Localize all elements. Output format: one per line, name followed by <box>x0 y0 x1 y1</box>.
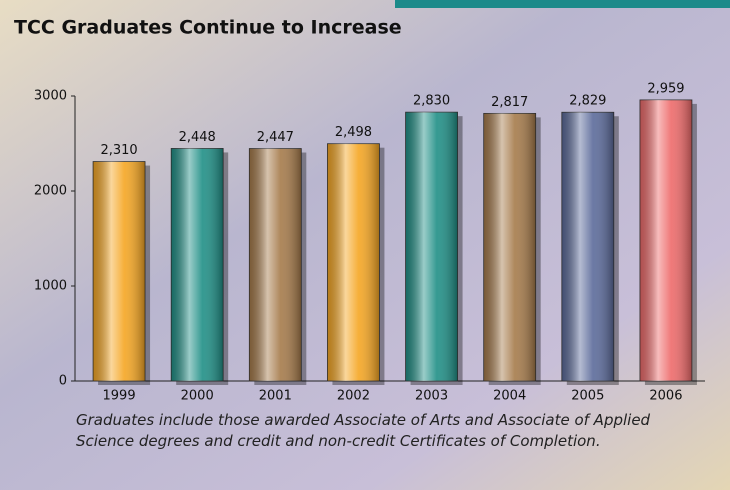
y-tick-label: 0 <box>59 374 67 389</box>
bar-shine <box>562 112 614 381</box>
x-tick-label: 2003 <box>415 389 448 404</box>
value-label: 2,447 <box>257 130 294 145</box>
bar-shine <box>327 144 379 381</box>
x-tick-label: 2002 <box>337 389 370 404</box>
x-tick-label: 2004 <box>493 389 526 404</box>
screen: TCC Graduates Continue to Increase Gradu… <box>0 0 730 490</box>
header-band <box>395 0 730 8</box>
bar-shine <box>249 149 301 381</box>
footnote: Graduates include those awarded Associat… <box>76 410 686 452</box>
value-label: 2,310 <box>100 143 137 158</box>
value-label: 2,817 <box>491 95 528 110</box>
bar-shine <box>484 113 536 381</box>
bar-shine <box>406 112 458 381</box>
value-label: 2,830 <box>413 94 450 109</box>
value-label: 2,829 <box>569 94 606 109</box>
value-label: 2,498 <box>335 125 372 140</box>
bar-shine <box>171 148 223 381</box>
x-tick-label: 2006 <box>649 389 682 404</box>
bar-shine <box>93 162 145 381</box>
value-label: 2,448 <box>179 130 216 145</box>
bar-shine <box>640 100 692 381</box>
x-tick-label: 1999 <box>103 389 136 404</box>
y-tick-label: 3000 <box>34 89 67 104</box>
x-tick-label: 2005 <box>571 389 604 404</box>
x-tick-label: 2000 <box>181 389 214 404</box>
chart-title: TCC Graduates Continue to Increase <box>14 17 402 39</box>
y-tick-label: 1000 <box>34 279 67 294</box>
value-label: 2,959 <box>647 81 684 96</box>
footnote-box: Graduates include those awarded Associat… <box>76 410 686 485</box>
y-tick-label: 2000 <box>34 184 67 199</box>
x-tick-label: 2001 <box>259 389 292 404</box>
chart: TCC Graduates Continue to Increase Gradu… <box>0 0 730 490</box>
